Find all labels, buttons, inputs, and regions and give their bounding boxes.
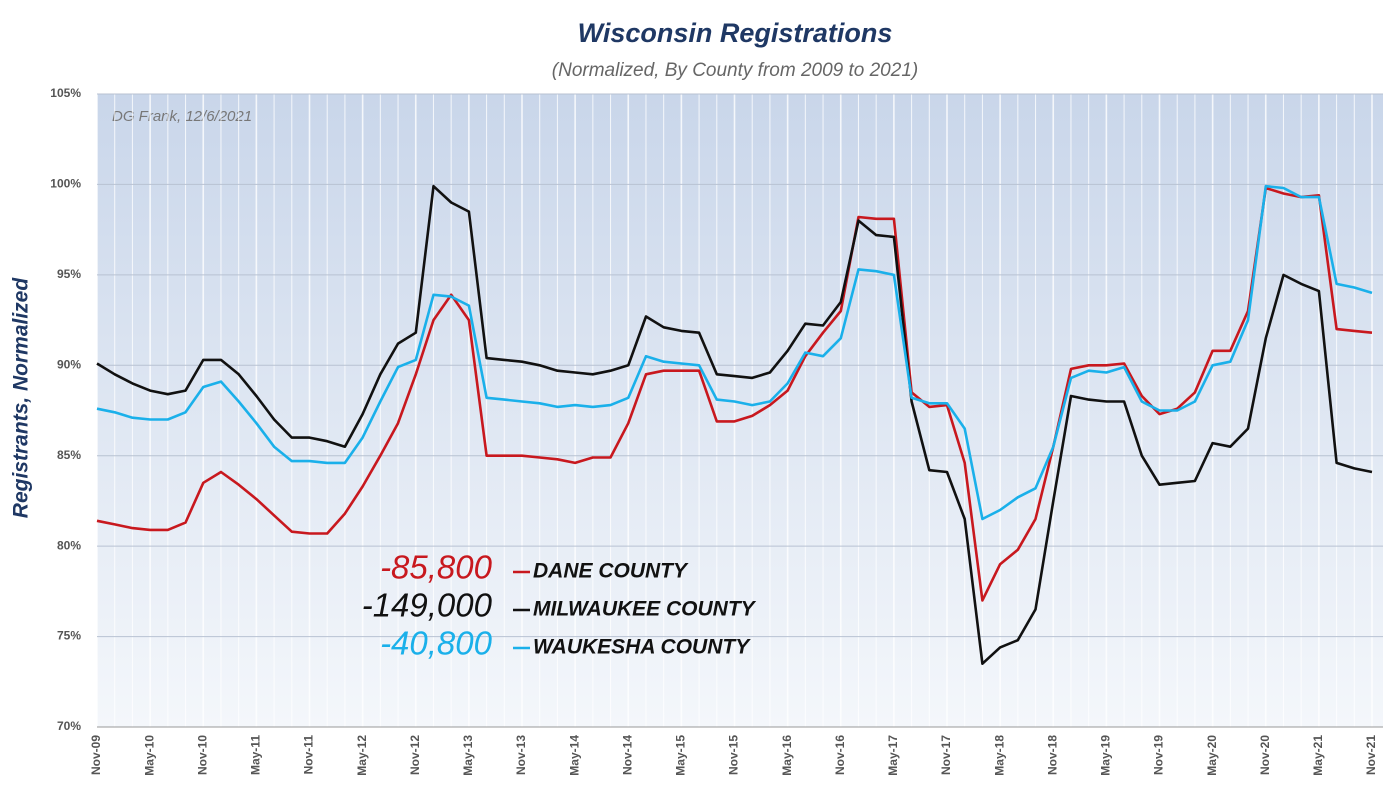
x-tick-label: May-15: [674, 735, 688, 776]
legend-label: MILWAUKEE COUNTY: [533, 598, 757, 621]
x-tick-label: May-19: [1099, 735, 1113, 776]
x-tick-label: Nov-15: [727, 735, 741, 775]
x-tick-label: Nov-12: [408, 735, 422, 775]
legend-label: DANE COUNTY: [533, 560, 689, 583]
y-tick-label: 85%: [57, 448, 81, 462]
x-tick-label: May-11: [249, 735, 263, 775]
y-tick-label: 100%: [50, 177, 81, 191]
x-tick-label: Nov-21: [1364, 735, 1378, 775]
x-tick-label: May-16: [780, 735, 794, 776]
y-tick-label: 70%: [57, 719, 81, 733]
x-tick-label: Nov-10: [195, 735, 209, 775]
x-tick-label: Nov-17: [939, 735, 953, 775]
x-tick-label: May-13: [461, 735, 475, 776]
x-tick-label: Nov-20: [1258, 735, 1272, 775]
legend-annotation: -85,800: [380, 549, 493, 586]
legend: -85,800 DANE COUNTY -149,000 MILWAUKEE COUN…: [362, 549, 757, 662]
y-tick-label: 80%: [57, 538, 81, 552]
x-tick-label: May-12: [355, 735, 369, 776]
x-tick-label: May-10: [142, 735, 156, 776]
x-tick-label: Nov-16: [833, 735, 847, 775]
grid: [96, 93, 1383, 728]
plot-area: [97, 94, 1383, 727]
legend-annotation: -40,800: [380, 625, 493, 662]
chart-subtitle: (Normalized, By County from 2009 to 2021…: [552, 60, 918, 81]
series-line: [96, 184, 1373, 521]
note: DG Frank, 12/6/2021: [112, 108, 252, 125]
x-tick-label: Nov-19: [1152, 735, 1166, 775]
y-tick-label: 105%: [50, 86, 81, 100]
x-tick-label: May-14: [567, 735, 581, 776]
x-tick-label: May-21: [1311, 735, 1325, 776]
chart-title: Wisconsin Registrations: [578, 18, 893, 48]
y-tick-label: 75%: [57, 629, 81, 643]
x-tick-label: Nov-13: [514, 735, 528, 775]
y-tick-label: 95%: [57, 267, 81, 281]
series-line: [96, 184, 1373, 665]
x-tick-label: Nov-11: [302, 735, 316, 775]
y-tick-label: 90%: [57, 357, 81, 371]
x-tick-label: Nov-09: [89, 735, 103, 775]
x-tick-label: Nov-14: [620, 735, 634, 775]
legend-annotation: -149,000: [362, 587, 493, 624]
x-tick-label: May-17: [886, 735, 900, 776]
x-tick-label: May-20: [1205, 735, 1219, 776]
lines: [96, 184, 1373, 665]
legend-label: WAUKESHA COUNTY: [533, 636, 751, 659]
x-tick-label: Nov-18: [1045, 735, 1059, 775]
series-line: [96, 186, 1373, 602]
x-tick-label: May-18: [992, 735, 1006, 776]
y-axis-label: Registrants, Normalized: [10, 277, 33, 519]
